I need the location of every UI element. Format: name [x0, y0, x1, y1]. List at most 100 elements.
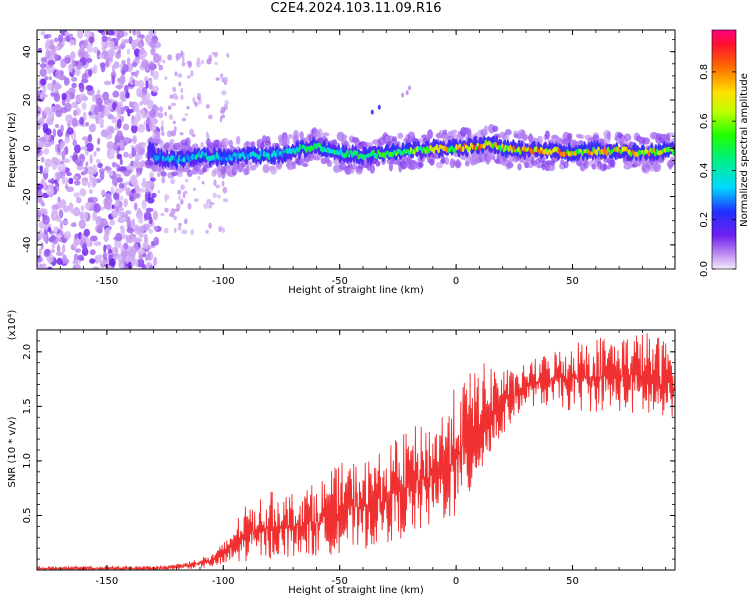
spectral-noise-blob	[92, 211, 97, 220]
ridge-core-point	[274, 152, 278, 158]
spectral-noise-blob	[104, 227, 111, 237]
spectral-noise-blob	[211, 51, 215, 56]
spectrogram-y-axis-label: Frequency (Hz)	[7, 112, 18, 188]
spectral-noise-blob	[104, 196, 113, 206]
spectral-noise-blob	[98, 54, 105, 59]
ridge-halo-blob	[260, 141, 265, 151]
spectral-noise-blob	[42, 181, 47, 190]
spectral-noise-blob	[181, 229, 186, 235]
spectral-noise-blob	[190, 70, 194, 77]
spectral-noise-blob	[200, 141, 204, 148]
spectral-noise-blob	[112, 162, 118, 168]
spectral-noise-blob	[38, 196, 43, 203]
spectral-feature	[405, 90, 409, 96]
spectral-noise-blob	[61, 163, 66, 173]
ridge-halo-blob	[369, 164, 375, 174]
ridge-core-point	[606, 146, 610, 152]
ridge-core-point	[458, 143, 462, 148]
spectral-noise-blob	[144, 191, 148, 202]
ridge-core-point	[223, 152, 227, 159]
x-tick-label: 50	[566, 276, 579, 287]
spectral-noise-blob	[106, 141, 114, 151]
spectral-noise-blob	[76, 161, 84, 167]
spectral-noise-blob	[180, 198, 184, 205]
spectral-noise-blob	[123, 151, 129, 158]
spectral-noise-blob	[181, 56, 185, 63]
spectral-noise-blob	[65, 177, 69, 186]
spectral-noise-blob	[76, 165, 85, 171]
spectral-noise-blob	[125, 235, 134, 244]
spectral-noise-blob	[69, 38, 74, 46]
spectral-noise-blob	[74, 180, 81, 186]
spectral-noise-blob	[154, 130, 160, 138]
colorbar-ticks: 0.0 0.2 0.4 0.6 0.8	[699, 64, 736, 277]
spectral-noise-blob	[139, 47, 145, 55]
spectral-noise-blob	[72, 260, 78, 265]
ridge-halo-blob	[408, 131, 415, 137]
spectral-noise-blob	[172, 120, 176, 125]
spectral-noise-blob	[40, 156, 45, 163]
spectral-noise-blob	[135, 184, 140, 194]
colorbar: 0.0 0.2 0.4 0.6 0.8 Normalized spectral ampl…	[699, 29, 750, 277]
ridge-core-point	[347, 153, 351, 158]
spectral-noise-blob	[106, 30, 115, 36]
ridge-halo-blob	[350, 164, 358, 170]
spectral-noise-blob	[61, 175, 66, 185]
spectral-noise-blob	[181, 117, 187, 122]
spectral-noise-blob	[143, 233, 148, 243]
spectral-noise-blob	[65, 114, 73, 123]
spectral-noise-blob	[177, 189, 182, 195]
spectral-noise-blob	[214, 61, 218, 66]
spectral-noise-blob	[128, 36, 133, 45]
spectral-noise-blob	[70, 209, 78, 215]
colorbar-gradient	[712, 30, 736, 269]
spectral-noise-blob	[145, 207, 154, 213]
spectral-noise-blob	[88, 124, 96, 133]
spectral-noise-blob	[89, 154, 93, 164]
spectral-noise-blob	[170, 102, 177, 107]
spectral-noise-blob	[68, 177, 74, 185]
spectral-noise-blob	[72, 265, 77, 269]
spectral-noise-blob	[168, 114, 174, 121]
spectral-noise-blob	[161, 131, 165, 136]
spectral-noise-blob	[81, 177, 89, 182]
spectral-noise-blob	[85, 161, 89, 167]
spectral-noise-blob	[217, 194, 221, 199]
spectral-noise-blob	[56, 257, 63, 265]
ridge-halo-blob	[235, 135, 241, 145]
spectral-noise-blob	[43, 167, 49, 174]
spectral-noise-blob	[132, 192, 141, 199]
spectral-noise-blob	[223, 76, 228, 83]
spectrogram-x-axis-label: Height of straight line (km)	[288, 285, 424, 296]
ridge-core-point	[474, 145, 478, 151]
spectral-noise-blob	[50, 156, 59, 164]
spectral-noise-blob	[51, 204, 59, 211]
spectral-noise-blob	[61, 92, 67, 101]
spectral-noise-blob	[208, 204, 212, 209]
spectral-noise-blob	[196, 60, 201, 68]
spectral-noise-blob	[197, 176, 201, 181]
spectral-noise-blob	[218, 227, 222, 233]
spectral-noise-blob	[154, 106, 160, 112]
spectral-noise-blob	[213, 179, 217, 187]
spectral-noise-blob	[58, 209, 64, 219]
ridge-halo-blob	[544, 130, 550, 140]
spectral-noise-blob	[164, 194, 170, 200]
spectral-noise-blob	[180, 184, 185, 191]
colorbar-tick-label: 0.8	[699, 64, 710, 80]
spectral-noise-blob	[61, 254, 68, 265]
spectral-noise-blob	[133, 202, 138, 211]
spectral-noise-blob	[137, 258, 145, 268]
x-tick-label: 0	[453, 576, 459, 587]
spectral-noise-blob	[111, 246, 118, 253]
ridge-halo-blob	[487, 151, 492, 162]
spectral-noise-blob	[177, 226, 182, 231]
y-tick-label: 1.0	[22, 453, 33, 469]
ridge-core-point	[204, 152, 207, 157]
spectral-noise-blob	[126, 48, 131, 55]
spectral-noise-blob	[108, 258, 116, 267]
spectral-noise-blob	[132, 135, 138, 144]
ridge-halo-blob	[602, 163, 608, 171]
spectral-noise-blob	[119, 158, 123, 166]
spectral-noise-blob	[102, 251, 108, 261]
